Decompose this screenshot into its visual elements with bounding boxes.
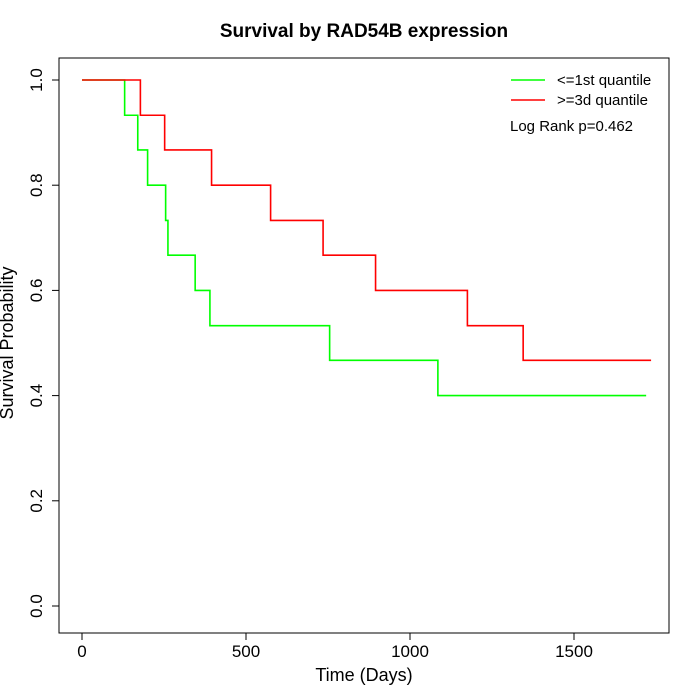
y-tick-label: 0.6: [27, 279, 46, 303]
x-tick-label: 500: [232, 642, 260, 661]
series-layer: [82, 79, 652, 397]
series-line-0: [82, 79, 647, 397]
y-axis: 0.0 0.2 0.4 0.6 0.8 1.0: [27, 68, 60, 618]
log-rank-annotation: Log Rank p=0.462: [510, 118, 633, 135]
legend-label-0: <=1st quantile: [557, 72, 651, 89]
y-tick-label: 1.0: [27, 68, 46, 92]
y-tick-label: 0.8: [27, 173, 46, 197]
x-tick-label: 0: [77, 642, 86, 661]
chart-title: Survival by RAD54B expression: [220, 21, 508, 42]
x-axis-label: Time (Days): [315, 665, 412, 685]
plot-frame: [58, 57, 670, 634]
y-tick-label: 0.0: [27, 594, 46, 618]
x-tick-label: 1500: [555, 642, 593, 661]
x-tick-label: 1000: [391, 642, 429, 661]
series-line-1: [82, 79, 652, 362]
y-axis-label: Survival Probability: [0, 266, 17, 419]
legend-label-1: >=3d quantile: [557, 92, 648, 109]
x-axis: 0 500 1000 1500: [77, 632, 593, 661]
legend: <=1st quantile >=3d quantile: [511, 72, 651, 109]
y-tick-label: 0.2: [27, 489, 46, 513]
y-tick-label: 0.4: [27, 384, 46, 408]
